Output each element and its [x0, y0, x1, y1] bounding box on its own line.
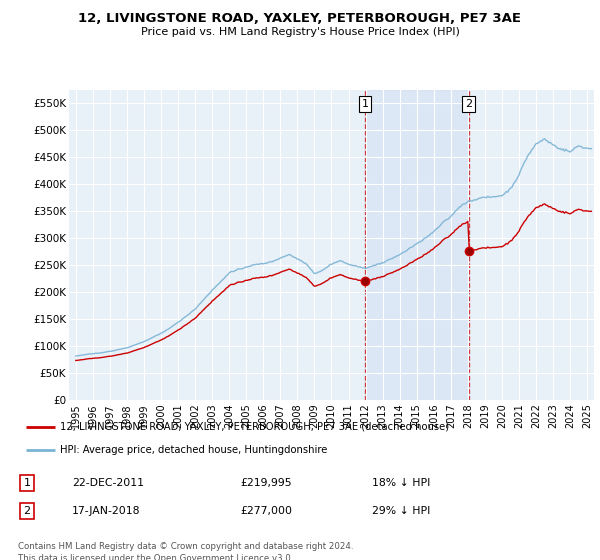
Text: Contains HM Land Registry data © Crown copyright and database right 2024.
This d: Contains HM Land Registry data © Crown c…	[18, 542, 353, 560]
Text: 12, LIVINGSTONE ROAD, YAXLEY, PETERBOROUGH, PE7 3AE (detached house): 12, LIVINGSTONE ROAD, YAXLEY, PETERBOROU…	[60, 422, 449, 432]
Text: 17-JAN-2018: 17-JAN-2018	[72, 506, 140, 516]
Text: £219,995: £219,995	[240, 478, 292, 488]
Text: £277,000: £277,000	[240, 506, 292, 516]
Text: 18% ↓ HPI: 18% ↓ HPI	[372, 478, 430, 488]
Text: 1: 1	[23, 478, 31, 488]
Text: 29% ↓ HPI: 29% ↓ HPI	[372, 506, 430, 516]
Text: 1: 1	[362, 99, 368, 109]
Text: 12, LIVINGSTONE ROAD, YAXLEY, PETERBOROUGH, PE7 3AE: 12, LIVINGSTONE ROAD, YAXLEY, PETERBOROU…	[79, 12, 521, 25]
Bar	[365, 90, 469, 400]
Text: 2: 2	[465, 99, 472, 109]
Text: 22-DEC-2011: 22-DEC-2011	[72, 478, 144, 488]
Text: HPI: Average price, detached house, Huntingdonshire: HPI: Average price, detached house, Hunt…	[60, 445, 328, 455]
Text: Price paid vs. HM Land Registry's House Price Index (HPI): Price paid vs. HM Land Registry's House …	[140, 27, 460, 37]
Text: 2: 2	[23, 506, 31, 516]
